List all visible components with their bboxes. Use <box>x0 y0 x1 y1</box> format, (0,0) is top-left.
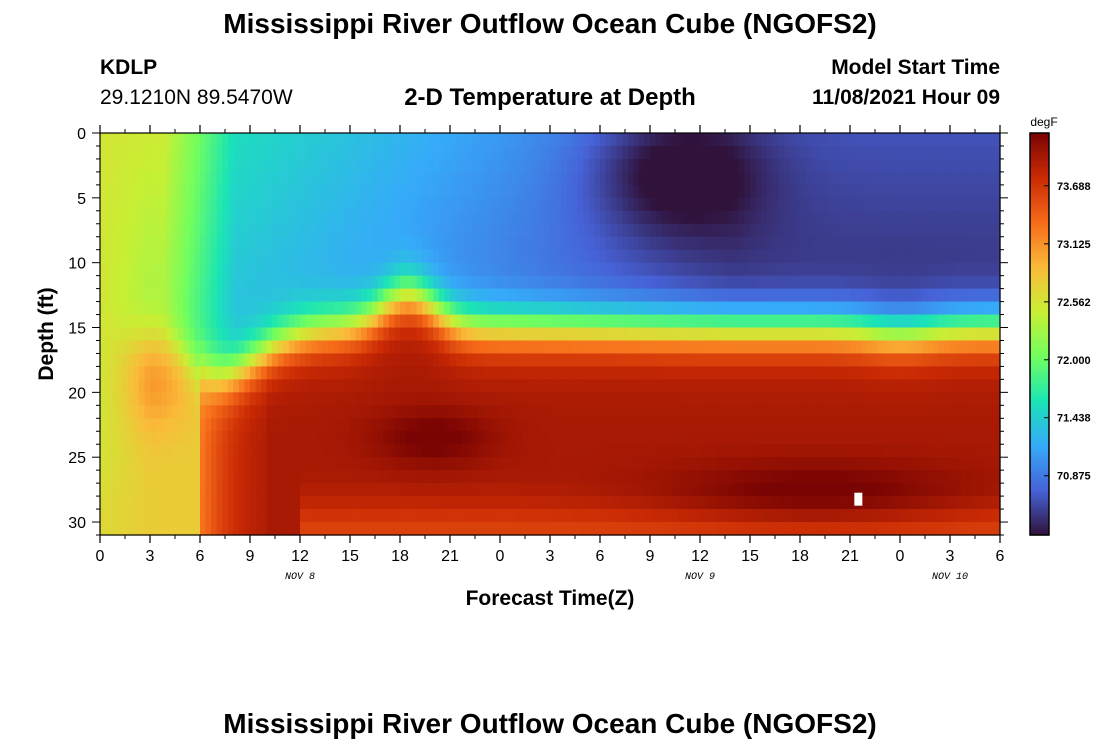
colorbar-tick-label: 70.875 <box>1057 471 1091 483</box>
y-tick-label: 10 <box>68 256 86 273</box>
y-axis-ticks: 0 5 10 15 20 25 30 <box>68 126 1008 536</box>
x-tick-label: 6 <box>596 548 605 565</box>
colorbar-tick-label: 73.125 <box>1057 239 1091 251</box>
x-tick-label: 3 <box>546 548 555 565</box>
x-tick-label: 21 <box>841 548 859 565</box>
colorbar-tick-label: 72.562 <box>1057 297 1091 309</box>
x-tick-label: 6 <box>196 548 205 565</box>
x-tick-label: 3 <box>146 548 155 565</box>
x-tick-label: 15 <box>741 548 759 565</box>
x-tick-label: 9 <box>646 548 655 565</box>
colorbar-frame <box>1029 132 1050 536</box>
x-tick-label: 21 <box>441 548 459 565</box>
chart-title: Mississippi River Outflow Ocean Cube (NG… <box>223 8 877 39</box>
x-tick-label: 18 <box>391 548 409 565</box>
heatmap-cells <box>100 133 1001 536</box>
model-start-label: Model Start Time <box>831 56 1000 79</box>
colorbar-tick-label: 71.438 <box>1057 413 1091 425</box>
temperature-heatmap-chart: 0 3 6 9 12 15 18 21 0 3 6 9 12 15 18 21 0 3 6 0 5 10 15 20 25 30… <box>35 115 1091 610</box>
y-tick-label: 0 <box>77 126 86 143</box>
colorbar-unit: degF <box>1030 115 1057 129</box>
chart-subtitle: 2-D Temperature at Depth <box>404 84 696 111</box>
data-marker <box>854 492 863 506</box>
model-start-value: 11/08/2021 Hour 09 <box>812 86 1000 109</box>
x-tick-label: 12 <box>691 548 709 565</box>
x-tick-label: 6 <box>996 548 1005 565</box>
date-label: NOV 9 <box>685 572 715 583</box>
x-tick-label: 0 <box>96 548 105 565</box>
x-tick-label: 0 <box>496 548 505 565</box>
date-labels: NOV 8 NOV 9 NOV 10 <box>285 572 968 583</box>
station-coordinates: 29.1210N 89.5470W <box>100 86 293 109</box>
x-tick-label: 15 <box>341 548 359 565</box>
x-axis-ticks: 0 3 6 9 12 15 18 21 0 3 6 9 12 15 18 21 0 3 6 <box>96 125 1005 565</box>
colorbar-tick-label: 72.000 <box>1057 355 1091 367</box>
x-tick-label: 12 <box>291 548 309 565</box>
y-tick-label: 25 <box>68 450 86 467</box>
x-tick-label: 18 <box>791 548 809 565</box>
y-tick-label: 15 <box>68 321 86 338</box>
y-tick-label: 5 <box>77 191 86 208</box>
station-id: KDLP <box>100 56 158 79</box>
y-tick-label: 20 <box>68 385 86 402</box>
colorbar-tick-label: 73.688 <box>1057 181 1091 193</box>
colorbar: 73.688 73.125 72.562 72.000 71.438 70.875 <box>1029 132 1091 536</box>
x-axis-label: Forecast Time(Z) <box>466 587 635 610</box>
x-tick-label: 0 <box>896 548 905 565</box>
date-label: NOV 10 <box>932 572 968 583</box>
y-tick-label: 30 <box>68 515 86 532</box>
x-tick-label: 9 <box>246 548 255 565</box>
x-tick-label: 3 <box>946 548 955 565</box>
date-label: NOV 8 <box>285 572 315 583</box>
footer-title: Mississippi River Outflow Ocean Cube (NG… <box>223 708 877 739</box>
y-axis-label: Depth (ft) <box>35 287 58 380</box>
